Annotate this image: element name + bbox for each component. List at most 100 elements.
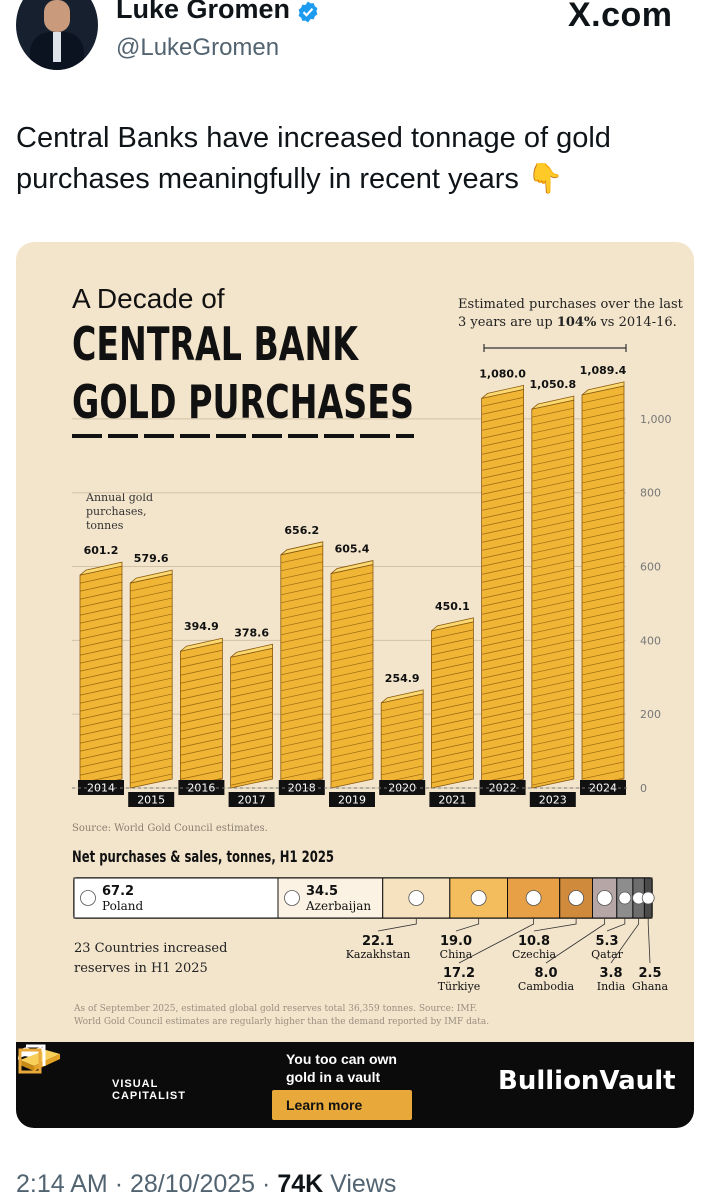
bar-2024 — [581, 381, 625, 789]
x-tick-label: 2019 — [338, 794, 366, 807]
net-country-label: Poland — [102, 899, 144, 913]
bar-value-label: 1,050.8 — [529, 378, 576, 391]
x-tick-bg — [78, 780, 124, 795]
bar-value-label: 605.4 — [335, 543, 370, 556]
flag-icon — [408, 890, 425, 906]
y-axis-label-1: Annual gold — [85, 491, 153, 504]
leader-line — [545, 918, 606, 964]
infographic-image[interactable]: A Decade of CENTRAL BANK GOLD PURCHASES … — [16, 242, 694, 1128]
bar-value-label: 254.9 — [385, 672, 420, 685]
net-value-label: 3.8 — [599, 966, 622, 981]
x-tick-label: 2014 — [87, 782, 115, 795]
post-time: 2:14 AM — [16, 1170, 108, 1198]
site-label: X.com — [568, 0, 673, 34]
y-tick-label: 0 — [640, 782, 647, 795]
tweet-text: Central Banks have increased tonnage of … — [16, 122, 611, 195]
y-tick-label: 400 — [640, 634, 661, 647]
annotation-line1: Estimated purchases over the last — [458, 297, 684, 312]
learn-more-button[interactable]: Learn more — [272, 1090, 412, 1120]
flag-icon — [80, 890, 96, 906]
x-tick-bg — [479, 780, 526, 795]
net-value-label: 10.8 — [518, 934, 550, 949]
leader-line — [610, 918, 640, 964]
x-tick-bg — [178, 780, 225, 795]
bar-2021 — [431, 617, 474, 789]
flag-icon — [470, 890, 487, 906]
bar-2019 — [330, 560, 374, 789]
leader-line — [455, 918, 480, 932]
leader-line — [377, 918, 417, 932]
bar-value-label: 579.6 — [134, 552, 169, 565]
bar-2016 — [180, 637, 223, 789]
net-country-label: Qatar — [591, 948, 624, 961]
author-handle[interactable]: @LukeGromen — [116, 34, 280, 61]
footnote-line1: As of September 2025, estimated global g… — [73, 1004, 477, 1014]
net-value-label: 67.2 — [102, 884, 134, 899]
chart-title-line3: GOLD PURCHASES — [72, 375, 414, 429]
bar-value-label: 378.6 — [234, 626, 269, 639]
flag-icon — [525, 890, 542, 906]
bullionvault-logo-icon — [18, 1044, 46, 1074]
net-country-label: Ghana — [632, 980, 669, 993]
x-tick-bg — [128, 792, 175, 807]
y-tick-label: 600 — [640, 561, 661, 574]
tweet-timestamp[interactable]: 2:14 AM · 28/10/2025 · 74K Views — [16, 1170, 396, 1199]
x-tick-label: 2021 — [438, 794, 466, 807]
x-tick-label: 2015 — [137, 794, 165, 807]
net-value-label: 22.1 — [362, 934, 394, 949]
gold-purchases-chart: A Decade of CENTRAL BANK GOLD PURCHASES … — [72, 283, 684, 1027]
chart-title-line2: CENTRAL BANK — [72, 317, 360, 371]
x-tick-label: 2017 — [238, 794, 266, 807]
x-tick-bg — [429, 792, 476, 807]
x-tick-bg — [529, 792, 576, 807]
y-axis-label-2: purchases, — [86, 505, 146, 518]
net-segment-poland — [73, 877, 279, 919]
leader-line — [533, 918, 577, 932]
views-count: 74K — [277, 1170, 324, 1198]
net-value-label: 2.5 — [638, 966, 661, 981]
separator-2: · — [262, 1170, 271, 1198]
leader-line — [647, 918, 651, 964]
author-avatar[interactable] — [16, 0, 98, 70]
net-value-label: 5.3 — [595, 934, 618, 949]
separator-1: · — [114, 1170, 124, 1198]
views-label: Views — [330, 1170, 397, 1198]
net-purchases-title: Net purchases & sales, tonnes, H1 2025 — [72, 847, 334, 866]
y-tick-label: 800 — [640, 487, 661, 500]
x-tick-label: 2023 — [539, 794, 567, 807]
bar-value-label: 394.9 — [184, 620, 219, 633]
x-tick-label: 2022 — [489, 782, 517, 795]
flag-icon — [568, 890, 585, 906]
annotation-bracket — [483, 344, 627, 352]
net-value-label: 34.5 — [306, 884, 338, 899]
leader-line — [606, 918, 626, 932]
bar-value-label: 1,080.0 — [479, 367, 526, 380]
bar-value-label: 1,089.4 — [580, 364, 627, 377]
net-country-label: Cambodia — [518, 980, 575, 993]
bar-2020 — [380, 689, 424, 789]
x-tick-bg — [329, 792, 375, 807]
author-name[interactable]: Luke Gromen — [116, 0, 291, 24]
net-value-label: 8.0 — [534, 966, 557, 981]
flag-icon — [618, 891, 632, 905]
bar-2023 — [531, 395, 575, 789]
leader-line — [458, 918, 535, 964]
y-axis-label-3: tonnes — [86, 519, 124, 532]
bar-2014 — [79, 561, 123, 789]
y-tick-label: 1,000 — [640, 413, 672, 426]
ad-banner: VISUAL CAPITALIST You too can own gold in … — [16, 1042, 694, 1128]
bar-2015 — [129, 569, 173, 789]
net-country-label: Kazakhstan — [346, 948, 411, 961]
bar-value-label: 656.2 — [284, 524, 319, 537]
bar-value-label: 601.2 — [84, 544, 119, 557]
visual-capitalist-logo-text: VISUAL CAPITALIST — [112, 1078, 186, 1102]
flag-icon — [284, 890, 300, 906]
net-value-label: 19.0 — [440, 934, 472, 949]
post-date: 28/10/2025 — [129, 1170, 256, 1198]
y-tick-label: 200 — [640, 708, 661, 721]
bar-2017 — [230, 643, 273, 789]
footnote-line2: World Gold Council estimates are regular… — [74, 1017, 489, 1027]
bar-2022 — [481, 384, 524, 789]
chart-source: Source: World Gold Council estimates. — [72, 823, 268, 834]
